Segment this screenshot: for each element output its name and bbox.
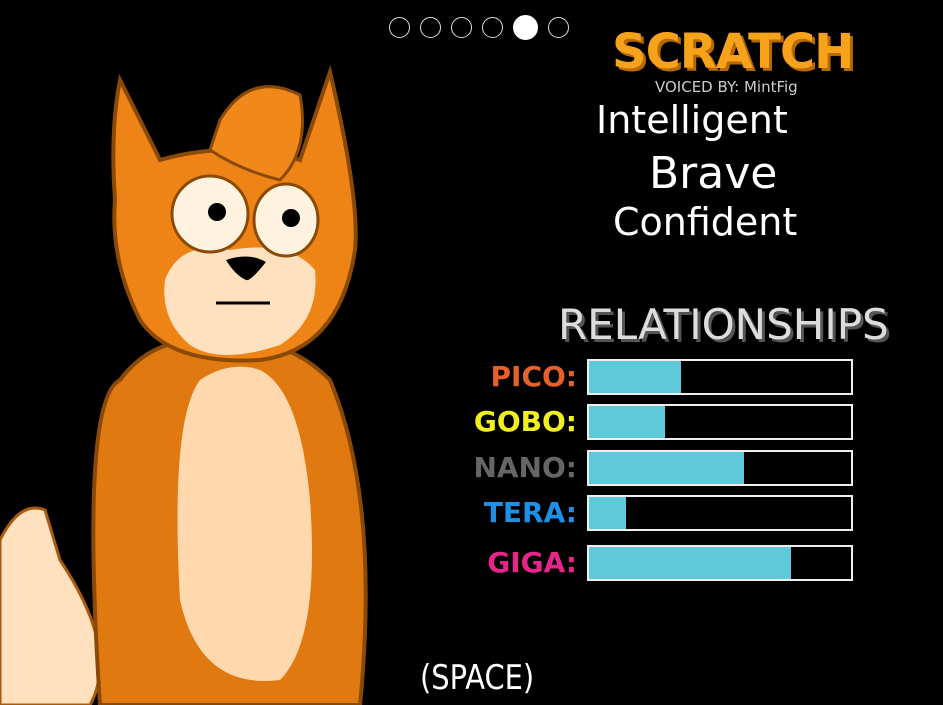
voice-actor-credit: VOICED BY: MintFig [655, 78, 798, 96]
relationship-label: GIGA: [487, 546, 577, 579]
relationship-meter [587, 545, 853, 581]
relationship-label: GOBO: [473, 405, 577, 438]
page-dot[interactable] [451, 17, 472, 38]
relationship-meter-fill [589, 452, 744, 484]
trait-1: Intelligent [596, 98, 788, 142]
relationship-label: PICO: [490, 360, 578, 393]
relationship-meter-fill [589, 361, 681, 393]
relationship-row: GOBO: [440, 404, 855, 440]
relationship-row: NANO: [440, 450, 855, 486]
page-indicator [389, 15, 569, 40]
trait-3: Confident [613, 200, 798, 244]
relationship-row: GIGA: [440, 545, 855, 581]
page-dot[interactable] [420, 17, 441, 38]
page-dot-active[interactable] [513, 15, 538, 40]
trait-2: Brave [649, 148, 778, 199]
character-name: SCRATCH [612, 24, 854, 80]
character-portrait-fox [0, 64, 368, 705]
relationship-meter [587, 359, 853, 395]
relationship-label: TERA: [483, 496, 577, 529]
relationships-title: RELATIONSHIPS [558, 300, 889, 349]
relationship-meter [587, 404, 853, 440]
relationship-meter [587, 450, 853, 486]
relationship-row: TERA: [440, 495, 855, 531]
page-dot[interactable] [482, 17, 503, 38]
relationship-row: PICO: [440, 359, 855, 395]
page-dot[interactable] [548, 17, 569, 38]
relationship-meter-fill [589, 547, 791, 579]
relationship-meter-fill [589, 406, 665, 438]
relationship-label: NANO: [473, 451, 577, 484]
continue-prompt[interactable]: (SPACE) [420, 658, 535, 698]
relationship-meter-fill [589, 497, 626, 529]
page-dot[interactable] [389, 17, 410, 38]
relationship-meter [587, 495, 853, 531]
